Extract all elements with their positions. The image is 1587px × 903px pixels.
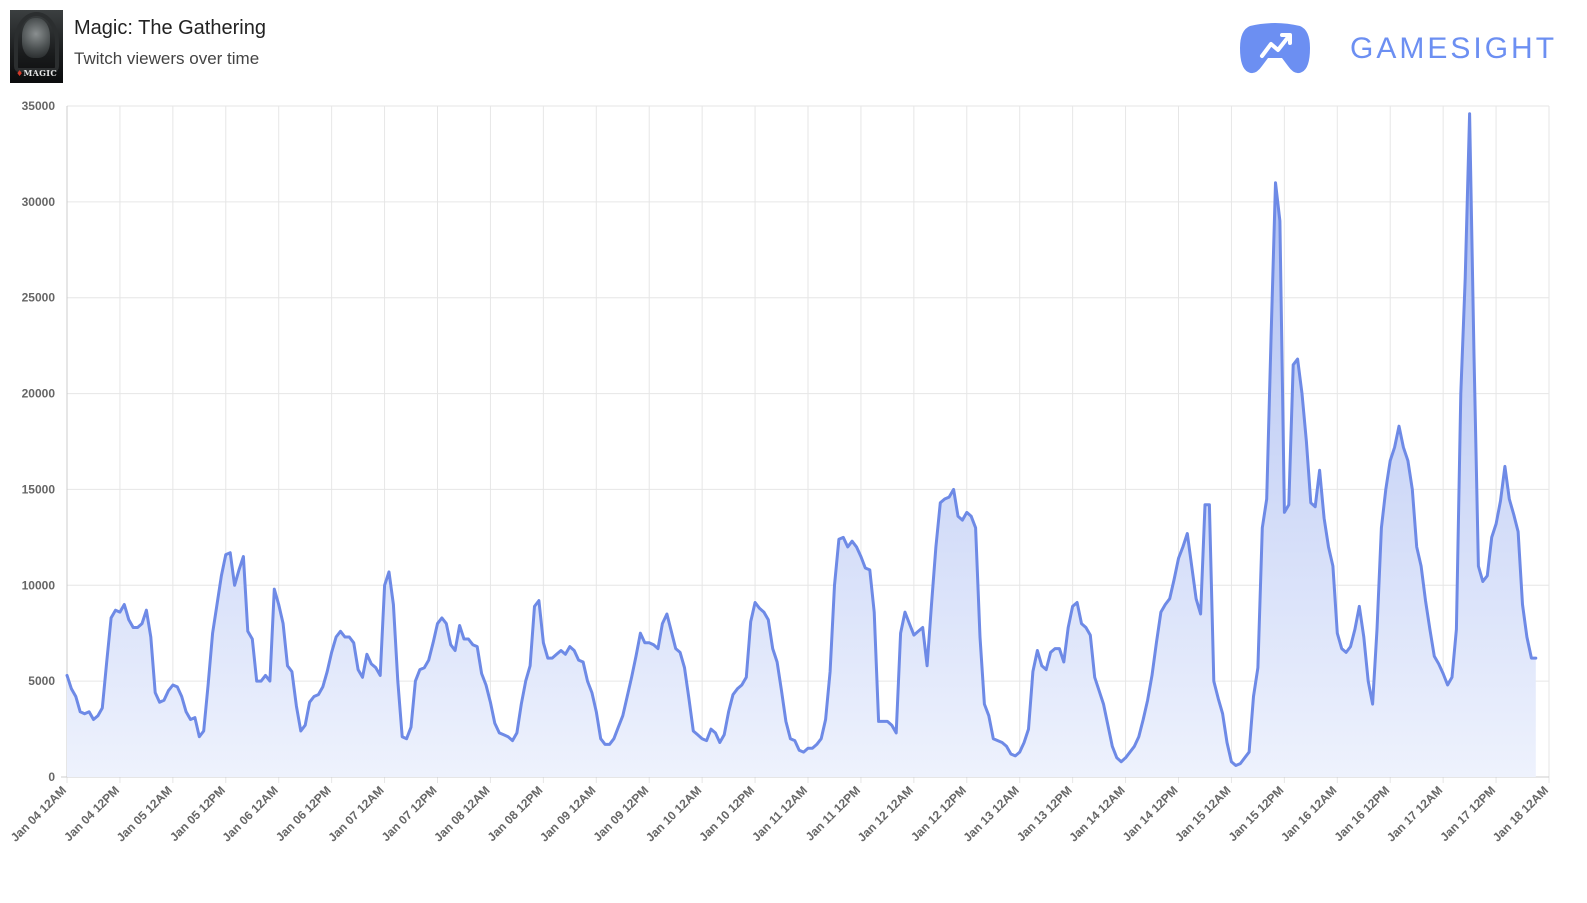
chart-subtitle: Twitch viewers over time (74, 49, 260, 68)
x-tick-label: Jan 14 12AM (1066, 783, 1127, 844)
planeswalker-portrait-icon (14, 12, 59, 72)
x-tick-label: Jan 08 12AM (431, 783, 492, 844)
x-tick-label: Jan 05 12AM (114, 783, 175, 844)
x-tick-label: Jan 18 12AM (1490, 783, 1551, 844)
game-thumbnail: ♦MAGIC (10, 10, 63, 83)
x-tick-label: Jan 16 12AM (1278, 783, 1339, 844)
x-tick-label: Jan 15 12AM (1172, 783, 1233, 844)
chart-area-fill (67, 113, 1536, 777)
viewer-chart: 0 5000 10000 15000 20000 25000 30000 35000 Jan … (8, 99, 1551, 845)
y-tick-label: 0 (48, 770, 55, 784)
series-line (65, 112, 1538, 767)
y-tick-label: 30000 (22, 195, 56, 209)
x-tick-label: Jan 06 12AM (220, 783, 281, 844)
brand-logo: GAMESIGHT (1238, 22, 1558, 78)
thumbnail-logo: ♦MAGIC (16, 68, 57, 78)
portrait-face (22, 18, 50, 58)
brand-name: GAMESIGHT (1350, 32, 1558, 65)
gamepad-trend-icon (1240, 23, 1310, 74)
y-axis-ticks: 0 5000 10000 15000 20000 25000 30000 35000 (22, 99, 56, 784)
x-tick-label: Jan 17 12AM (1384, 783, 1445, 844)
x-tick-label: Jan 10 12AM (643, 783, 704, 844)
chart-series-line (65, 112, 1538, 767)
x-tick-label: Jan 04 12AM (8, 783, 69, 844)
series-area (67, 113, 1536, 777)
y-tick-label: 5000 (28, 674, 55, 688)
y-tick-label: 20000 (22, 387, 56, 401)
y-tick-label: 10000 (22, 578, 56, 592)
x-tick-label: Jan 12 12AM (855, 783, 916, 844)
y-tick-label: 25000 (22, 291, 56, 305)
x-tick-label: Jan 07 12AM (325, 783, 386, 844)
game-title: Magic: The Gathering (74, 17, 266, 39)
x-tick-label: Jan 11 12AM (749, 783, 810, 844)
x-tick-label: Jan 10 12PM (696, 783, 757, 844)
x-tick-label: Jan 13 12AM (961, 783, 1022, 844)
y-tick-label: 15000 (22, 482, 56, 496)
x-tick-label: Jan 09 12AM (537, 783, 598, 844)
y-tick-label: 35000 (22, 99, 56, 113)
